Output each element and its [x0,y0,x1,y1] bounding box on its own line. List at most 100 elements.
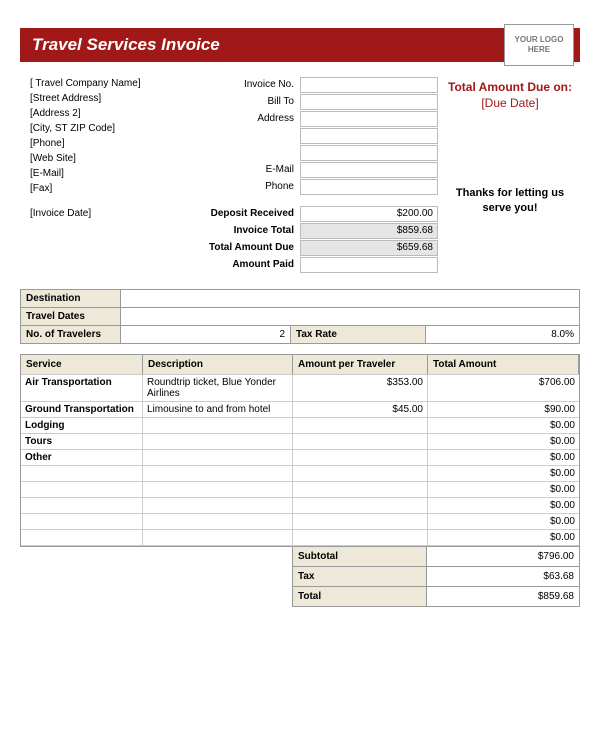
service-desc [143,450,293,465]
col-per-traveler: Amount per Traveler [293,355,428,374]
due-date: [Due Date] [440,96,580,110]
service-row: $0.00 [21,514,579,530]
service-row: Other$0.00 [21,450,579,466]
service-row: $0.00 [21,466,579,482]
service-row: Ground TransportationLimousine to and fr… [21,402,579,418]
col-total: Total Amount [428,355,579,374]
company-email: [E-Mail] [20,166,200,181]
service-row: $0.00 [21,530,579,546]
email-label: E-Mail [200,164,300,175]
amount-due-value: $659.68 [300,240,438,256]
service-desc [143,514,293,529]
service-name [21,466,143,481]
due-label: Total Amount Due on: [440,80,580,94]
service-per [293,434,428,449]
service-name: Other [21,450,143,465]
deposit-value: $200.00 [300,206,438,222]
service-per [293,466,428,481]
header-bar: Travel Services Invoice YOUR LOGO HERE [20,28,580,62]
invoice-date: [Invoice Date] [20,206,200,221]
bill-to-label: Bill To [200,96,300,107]
top-section: [ Travel Company Name] [Street Address] … [20,76,580,273]
invoice-page: Travel Services Invoice YOUR LOGO HERE [… [0,28,600,607]
amount-paid-label: Amount Paid [200,259,300,270]
thanks-line-1: Thanks for letting us [440,186,580,201]
invoice-total-value: $859.68 [300,223,438,239]
col-service: Service [21,355,143,374]
phone-label: Phone [200,181,300,192]
page-title: Travel Services Invoice [32,35,220,54]
trip-meta-table: Destination Travel Dates No. of Traveler… [20,289,580,344]
service-per [293,498,428,513]
company-street: [Street Address] [20,91,200,106]
service-desc [143,498,293,513]
amount-paid-value[interactable] [300,257,438,273]
thanks-line-2: serve you! [440,201,580,216]
subtotal-value: $796.00 [427,547,580,567]
service-name: Air Transportation [21,375,143,401]
bill-to-block: Invoice No. Bill To Address E-Mail Phone… [200,76,440,273]
service-per [293,530,428,545]
company-city: [City, ST ZIP Code] [20,121,200,136]
service-name: Lodging [21,418,143,433]
service-total: $90.00 [428,402,579,417]
service-row: $0.00 [21,482,579,498]
travel-dates-label: Travel Dates [21,308,121,325]
service-name [21,482,143,497]
service-total: $0.00 [428,466,579,481]
tax-value: $63.68 [427,567,580,587]
total-value: $859.68 [427,587,580,607]
service-desc [143,482,293,497]
address-label: Address [200,113,300,124]
service-total: $0.00 [428,514,579,529]
email-field[interactable] [300,162,438,178]
totals-block: Subtotal $796.00 Tax $63.68 Total $859.6… [20,547,580,607]
destination-value[interactable] [121,290,579,307]
service-name: Ground Transportation [21,402,143,417]
service-per: $353.00 [293,375,428,401]
tax-rate-label: Tax Rate [291,326,426,343]
address-field-2[interactable] [300,128,438,144]
service-row: $0.00 [21,498,579,514]
summary-right: Total Amount Due on: [Due Date] Thanks f… [440,76,580,273]
company-address2: [Address 2] [20,106,200,121]
services-header-row: Service Description Amount per Traveler … [21,355,579,375]
deposit-label: Deposit Received [200,208,300,219]
subtotal-label: Subtotal [292,547,427,567]
service-per [293,482,428,497]
service-name [21,530,143,545]
service-desc [143,434,293,449]
bill-to-field[interactable] [300,94,438,110]
service-total: $0.00 [428,434,579,449]
total-label: Total [292,587,427,607]
service-desc: Roundtrip ticket, Blue Yonder Airlines [143,375,293,401]
service-total: $0.00 [428,482,579,497]
phone-field[interactable] [300,179,438,195]
address-field-3[interactable] [300,145,438,161]
travel-dates-value[interactable] [121,308,579,325]
service-name [21,514,143,529]
service-total: $0.00 [428,530,579,545]
invoice-no-label: Invoice No. [200,79,300,90]
service-total: $0.00 [428,498,579,513]
invoice-no-field[interactable] [300,77,438,93]
service-per: $45.00 [293,402,428,417]
service-desc: Limousine to and from hotel [143,402,293,417]
company-phone: [Phone] [20,136,200,151]
service-desc [143,530,293,545]
destination-label: Destination [21,290,121,307]
service-name: Tours [21,434,143,449]
address-field-1[interactable] [300,111,438,127]
company-fax: [Fax] [20,181,200,196]
service-desc [143,418,293,433]
company-website: [Web Site] [20,151,200,166]
logo-placeholder: YOUR LOGO HERE [504,24,574,66]
tax-rate-value: 8.0% [426,326,579,343]
amount-due-label: Total Amount Due [200,242,300,253]
service-per [293,450,428,465]
services-table: Service Description Amount per Traveler … [20,354,580,547]
service-total: $0.00 [428,418,579,433]
service-desc [143,466,293,481]
col-description: Description [143,355,293,374]
service-name [21,498,143,513]
